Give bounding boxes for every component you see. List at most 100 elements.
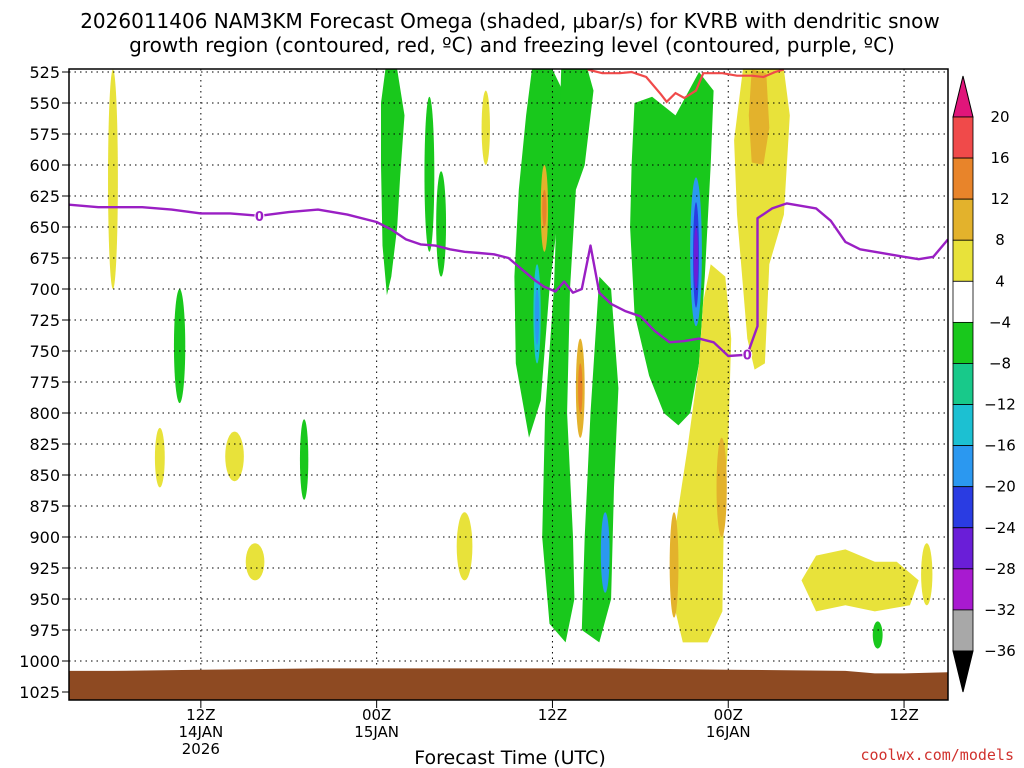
- x-tick-label-12: 12Z: [186, 706, 215, 724]
- colorbar-bin-2: [952, 157, 974, 200]
- y-axis-ticks: 525 550 575 600 625 650 675 700 725 750 775 800 825 8…: [19, 63, 69, 702]
- grid-layer: [69, 69, 948, 700]
- omega-core-12: [600, 512, 610, 593]
- y-tick-label-700: 700: [29, 280, 60, 299]
- dendritic-growth-contour-layer: [587, 69, 785, 104]
- y-tick-label-800: 800: [29, 404, 60, 423]
- y-tick-label-675: 675: [29, 249, 60, 268]
- y-tick-label-525: 525: [29, 63, 60, 82]
- y-tick-label-725: 725: [29, 311, 60, 330]
- omega-region-6: [672, 264, 732, 643]
- freezing-level-label-2: 0: [743, 349, 752, 364]
- y-tick-label-950: 950: [29, 590, 60, 609]
- colorbar-bin-13: [952, 609, 974, 652]
- plot-background: [69, 69, 948, 700]
- omega-core-2: [542, 189, 547, 227]
- freezing-level-label-1: 0: [255, 210, 264, 225]
- colorbar-label-13: −32: [984, 601, 1016, 619]
- omega-cell-3: [173, 289, 186, 404]
- colorbar-label-5: 4: [995, 272, 1005, 290]
- colorbar-label-2: 16: [990, 149, 1009, 167]
- omega-cell-9: [481, 90, 490, 165]
- omega-region-8: [748, 69, 770, 165]
- colorbar-bin-6: [952, 321, 974, 364]
- omega-region-7: [734, 69, 790, 370]
- omega-core-10: [669, 512, 679, 618]
- colorbar-label-10: −20: [984, 478, 1016, 496]
- x-axis-title: Forecast Time (UTC): [414, 747, 605, 768]
- x-tick-year-12: 2026: [182, 740, 220, 758]
- colorbar-bin-8: [952, 404, 974, 447]
- omega-region-1: [381, 69, 405, 296]
- colorbar-bin-3: [952, 198, 974, 241]
- ground-terrain: [69, 668, 948, 700]
- omega-cell-10: [872, 621, 883, 649]
- omega-region-3: [542, 69, 594, 643]
- colorbar-bin-4: [952, 239, 974, 282]
- omega-region-2: [514, 69, 566, 438]
- colorbar-label-4: 8: [995, 231, 1005, 249]
- freezing-level-contour-layer: 00: [69, 202, 948, 364]
- x-tick-date-24: 15JAN: [354, 723, 399, 741]
- y-tick-label-900: 900: [29, 528, 60, 547]
- y-tick-label-575: 575: [29, 125, 60, 144]
- omega-cell-1: [108, 69, 118, 290]
- colorbar-bin-11: [952, 527, 974, 570]
- colorbar-bin-12: [952, 568, 974, 611]
- x-tick-label-48: 00Z: [714, 706, 743, 724]
- freezing-level-label-bg-1: [254, 209, 265, 222]
- omega-cell-2: [154, 427, 165, 488]
- chart-title-line-2: growth region (contoured, red, ºC) and f…: [129, 33, 895, 57]
- x-tick-label-24: 00Z: [362, 706, 391, 724]
- omega-cell-8: [456, 512, 473, 581]
- colorbar-label-3: 12: [990, 190, 1009, 208]
- x-tick-label-60: 12Z: [889, 706, 918, 724]
- y-tick-label-650: 650: [29, 218, 60, 237]
- colorbar-bin-1: [952, 116, 974, 159]
- colorbar-bin-5: [952, 280, 974, 323]
- y-tick-label-750: 750: [29, 342, 60, 361]
- colorbar-label-12: −28: [984, 560, 1016, 578]
- freezing-level-line: [69, 202, 948, 358]
- freezing-level-label-bg-2: [742, 348, 753, 361]
- colorbar-label-14: −36: [984, 642, 1016, 660]
- omega-region-5: [630, 72, 714, 426]
- omega-core-4: [534, 289, 540, 345]
- colorbar-bottom-arrow: [952, 650, 974, 693]
- omega-region-9: [801, 549, 919, 612]
- omega-shading-layer: [108, 69, 933, 649]
- y-tick-label-550: 550: [29, 94, 60, 113]
- omega-cell-7: [424, 96, 435, 252]
- y-tick-label-850: 850: [29, 466, 60, 485]
- y-tick-label-1000: 1000: [19, 652, 60, 671]
- y-tick-label-925: 925: [29, 559, 60, 578]
- y-tick-label-875: 875: [29, 497, 60, 516]
- omega-cell-6: [299, 419, 309, 500]
- colorbar: 20 16 12 8 4 −4 −8 −12 −16 −20 −24 −28 −32 −36: [952, 75, 1016, 693]
- credit-text: coolwx.com/models: [860, 746, 1014, 764]
- x-tick-label-36: 12Z: [538, 706, 567, 724]
- colorbar-label-8: −12: [984, 396, 1016, 414]
- colorbar-bin-9: [952, 445, 974, 488]
- colorbar-label-6: −4: [989, 313, 1011, 331]
- x-tick-date-12: 14JAN: [178, 723, 223, 741]
- chart-title-line-1: 2026011406 NAM3KM Forecast Omega (shaded…: [80, 9, 940, 33]
- x-tick-date-48: 16JAN: [706, 723, 751, 741]
- omega-cell-4: [225, 431, 244, 482]
- omega-core-11: [716, 437, 727, 537]
- colorbar-top-arrow: [952, 75, 974, 118]
- omega-cell-12: [436, 171, 447, 277]
- y-tick-label-975: 975: [29, 621, 60, 640]
- y-tick-label-775: 775: [29, 373, 60, 392]
- plot-frame: [68, 68, 949, 701]
- colorbar-label-11: −24: [984, 519, 1016, 537]
- omega-core-9: [578, 363, 583, 414]
- colorbar-bin-10: [952, 486, 974, 529]
- y-tick-label-600: 600: [29, 156, 60, 175]
- colorbar-label-1: 20: [990, 108, 1009, 126]
- colorbar-label-9: −16: [984, 437, 1016, 455]
- y-tick-label-1025: 1025: [19, 683, 60, 702]
- dgz-contour-line: [587, 69, 785, 104]
